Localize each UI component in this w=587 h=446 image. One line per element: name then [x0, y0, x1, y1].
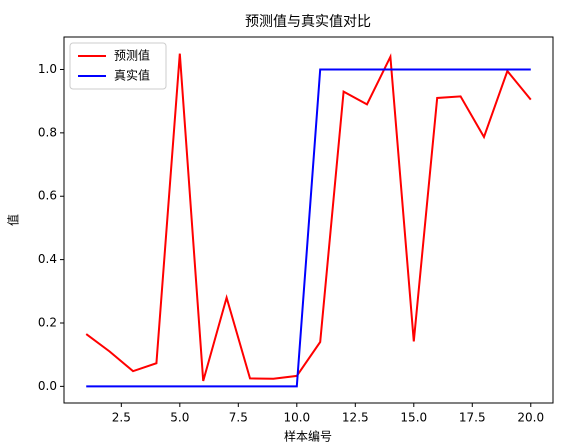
- y-tick-label: 0.6: [38, 189, 57, 203]
- y-tick-label: 0.4: [38, 252, 57, 266]
- y-axis-label: 值: [6, 214, 21, 226]
- x-axis-label: 样本编号: [284, 429, 332, 444]
- x-tick-label: 12.5: [342, 411, 369, 425]
- series-line: [85, 53, 532, 382]
- x-tick-label: 2.5: [112, 411, 131, 425]
- x-tick-label: 20.0: [517, 411, 544, 425]
- series-line: [86, 68, 531, 388]
- chart-title: 预测值与真实值对比: [245, 14, 371, 30]
- plot-frame: [63, 36, 554, 404]
- y-tick-label: 1.0: [38, 62, 57, 76]
- x-tick-label: 10.0: [283, 411, 310, 425]
- x-tick-label: 15.0: [400, 411, 427, 425]
- legend-box: [69, 42, 167, 90]
- x-tick-label: 5.0: [170, 411, 189, 425]
- legend-label: 真实值: [114, 68, 150, 83]
- y-tick-label: 0.8: [38, 125, 57, 139]
- x-tick-label: 7.5: [229, 411, 248, 425]
- y-tick-label: 0.0: [38, 379, 57, 393]
- y-tick-label: 0.2: [38, 315, 57, 329]
- legend-label: 预测值: [114, 48, 150, 63]
- x-tick-label: 17.5: [459, 411, 486, 425]
